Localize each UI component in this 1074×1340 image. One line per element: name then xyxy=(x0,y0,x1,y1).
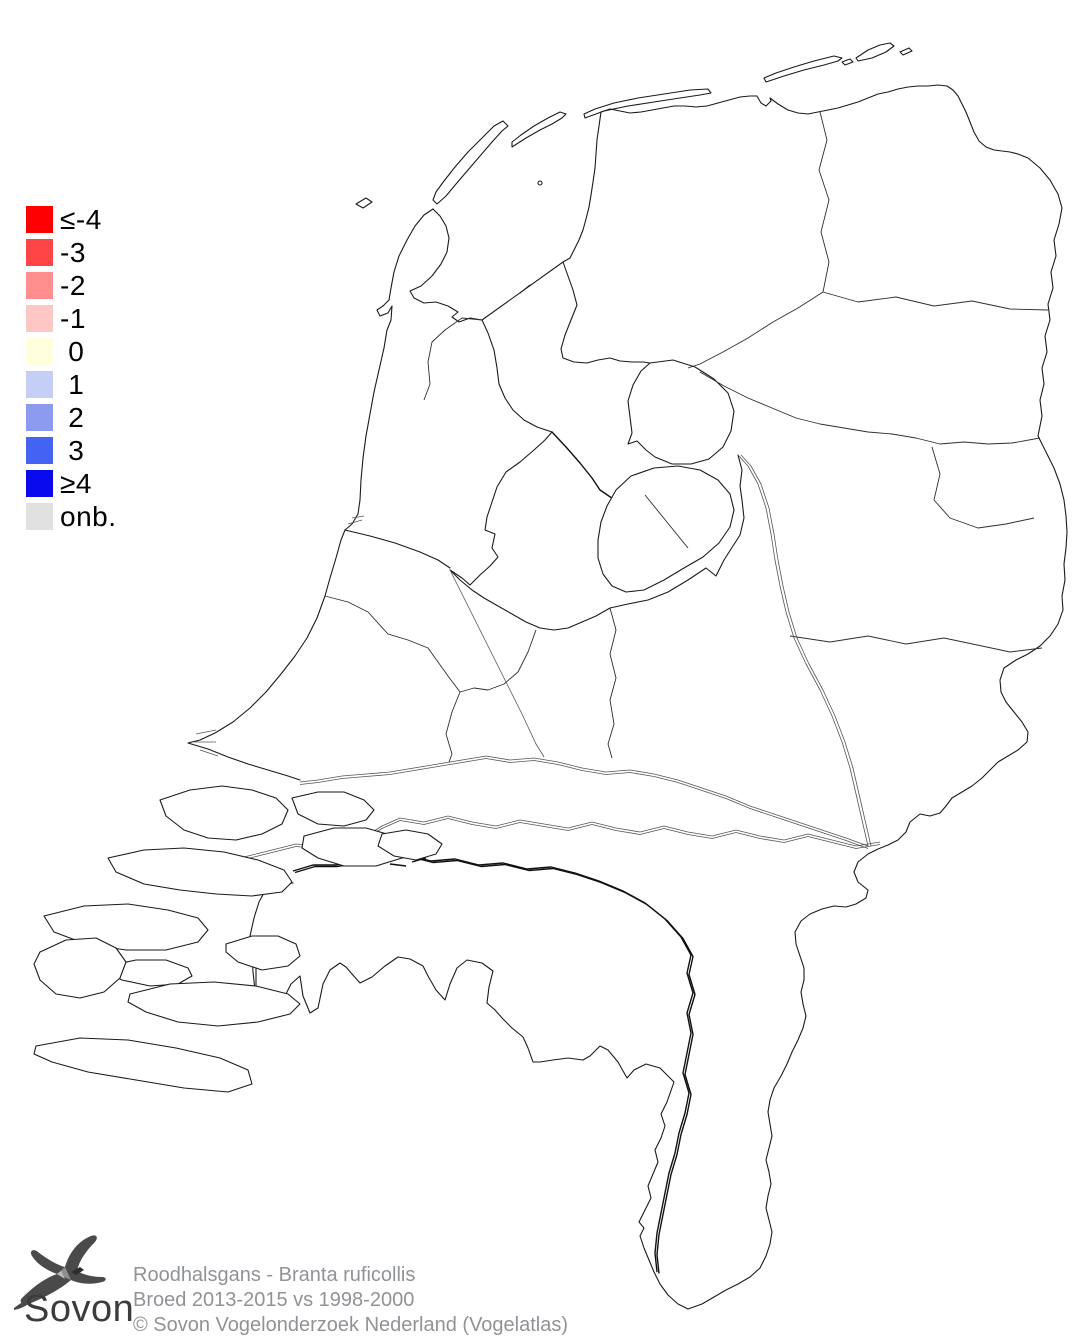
islet-griend xyxy=(537,180,543,186)
river-maas xyxy=(292,854,694,1273)
legend-item-≤-4: ≤-4 xyxy=(26,204,117,235)
legend-item--1: -1 xyxy=(26,303,117,334)
legend-swatch xyxy=(26,503,53,530)
legend-swatch xyxy=(26,371,53,398)
delta-islands-group xyxy=(33,785,443,1093)
legend-label: -2 xyxy=(60,270,86,301)
legend-item-1: 1 xyxy=(26,369,117,400)
island-terschelling xyxy=(583,88,712,119)
island-tholen xyxy=(225,935,301,971)
island-zuid-beveland xyxy=(127,981,301,1027)
border-nh-utrecht xyxy=(459,629,537,693)
legend-swatch xyxy=(26,338,53,365)
mainland-outline xyxy=(249,84,1068,1310)
province-borders-group xyxy=(324,111,1049,763)
mainland-group xyxy=(187,84,1068,1310)
species-title: Roodhalsgans - Branta ruficollis xyxy=(133,1264,416,1286)
swallow-bird-icon xyxy=(14,1235,106,1310)
river-nederrijn-lek xyxy=(299,755,869,847)
islet-small-2 xyxy=(899,47,913,56)
west-coast xyxy=(187,208,434,744)
knardijk xyxy=(644,494,689,549)
legend-item-0: 0 xyxy=(26,336,117,367)
markermeer-coast xyxy=(449,319,553,586)
border-groningen-drenthe xyxy=(822,291,1049,311)
friesland-ijsselmeer-coast xyxy=(560,261,651,364)
legend-label: ≤-4 xyxy=(60,204,102,235)
border-utrecht-zh xyxy=(445,691,461,763)
legend-item--2: -2 xyxy=(26,270,117,301)
island-goeree-overflakkee xyxy=(107,847,293,897)
island-ameland xyxy=(763,55,843,83)
river-ijssel xyxy=(737,454,869,847)
flevoland xyxy=(597,465,735,593)
border-friesland-groningen xyxy=(818,111,830,293)
legend-item-3: 3 xyxy=(26,435,117,466)
legend-swatch xyxy=(26,305,53,332)
period-subtitle: Broed 2013-2015 vs 1998-2000 xyxy=(133,1289,415,1311)
border-drenthe-overijssel xyxy=(699,371,1041,445)
randmeren-coast xyxy=(449,454,745,631)
island-ijsselmonde xyxy=(291,791,375,827)
legend-label: onb. xyxy=(60,501,117,532)
legend-label: 3 xyxy=(60,435,85,466)
island-texel xyxy=(432,120,509,205)
europoort-harbours xyxy=(194,729,219,757)
legend-label: 1 xyxy=(60,369,85,400)
legend-swatch xyxy=(26,239,53,266)
legend-item-2: 2 xyxy=(26,402,117,433)
islet-small-1 xyxy=(841,58,854,66)
river-waal xyxy=(341,815,881,853)
sovon-swallow-logo-icon xyxy=(14,1235,106,1310)
noordoostpolder xyxy=(627,359,735,465)
amsterdam-rijnkanaal xyxy=(449,569,545,758)
afsluitdijk-tick xyxy=(519,284,531,294)
sovon-logo-text: Sovon xyxy=(24,1288,135,1330)
border-utrecht-gelderland xyxy=(607,607,617,759)
wadden-islands-group xyxy=(355,42,913,209)
island-dordrecht xyxy=(377,829,443,861)
legend-item-onb.: onb. xyxy=(26,501,117,532)
island-vlieland xyxy=(511,111,567,148)
rivers-group xyxy=(187,454,881,1275)
legend-label: -3 xyxy=(60,237,86,268)
map-caption: Roodhalsgans - Branta ruficollis Broed 2… xyxy=(133,1263,568,1338)
island-schiermonnikoog xyxy=(855,42,895,62)
border-overijssel-gelderland xyxy=(789,635,1043,653)
island-voorne-putten xyxy=(159,785,289,841)
legend-swatch xyxy=(26,470,53,497)
legend-item-≥4: ≥4 xyxy=(26,468,117,499)
legend-swatch xyxy=(26,404,53,431)
legend-label: ≥4 xyxy=(60,468,92,499)
legend-label: 2 xyxy=(60,402,85,433)
border-nh-zh xyxy=(324,595,461,693)
noordzeekanaal xyxy=(344,529,451,569)
legend-label: 0 xyxy=(60,336,85,367)
border-overijssel-region xyxy=(931,446,1035,529)
legend-label: -1 xyxy=(60,303,86,334)
legend-swatch xyxy=(26,206,53,233)
legend-item--3: -3 xyxy=(26,237,117,268)
legend-swatch xyxy=(26,437,53,464)
westfriesland-line xyxy=(423,317,483,401)
islet-noorderhaaks xyxy=(355,197,373,209)
border-friesland-drenthe xyxy=(687,291,824,369)
island-walcheren xyxy=(33,937,127,999)
copyright-line: © Sovon Vogelonderzoek Nederland (Vogela… xyxy=(133,1314,569,1336)
legend-swatch xyxy=(26,272,53,299)
nieuwe-waterweg xyxy=(187,742,301,781)
zeeuws-vlaanderen xyxy=(33,1037,253,1093)
legend: ≤-4 -3 -2 -1 0 1 2 3 ≥4 onb. xyxy=(26,206,117,536)
ijmuiden-piers xyxy=(347,515,365,525)
